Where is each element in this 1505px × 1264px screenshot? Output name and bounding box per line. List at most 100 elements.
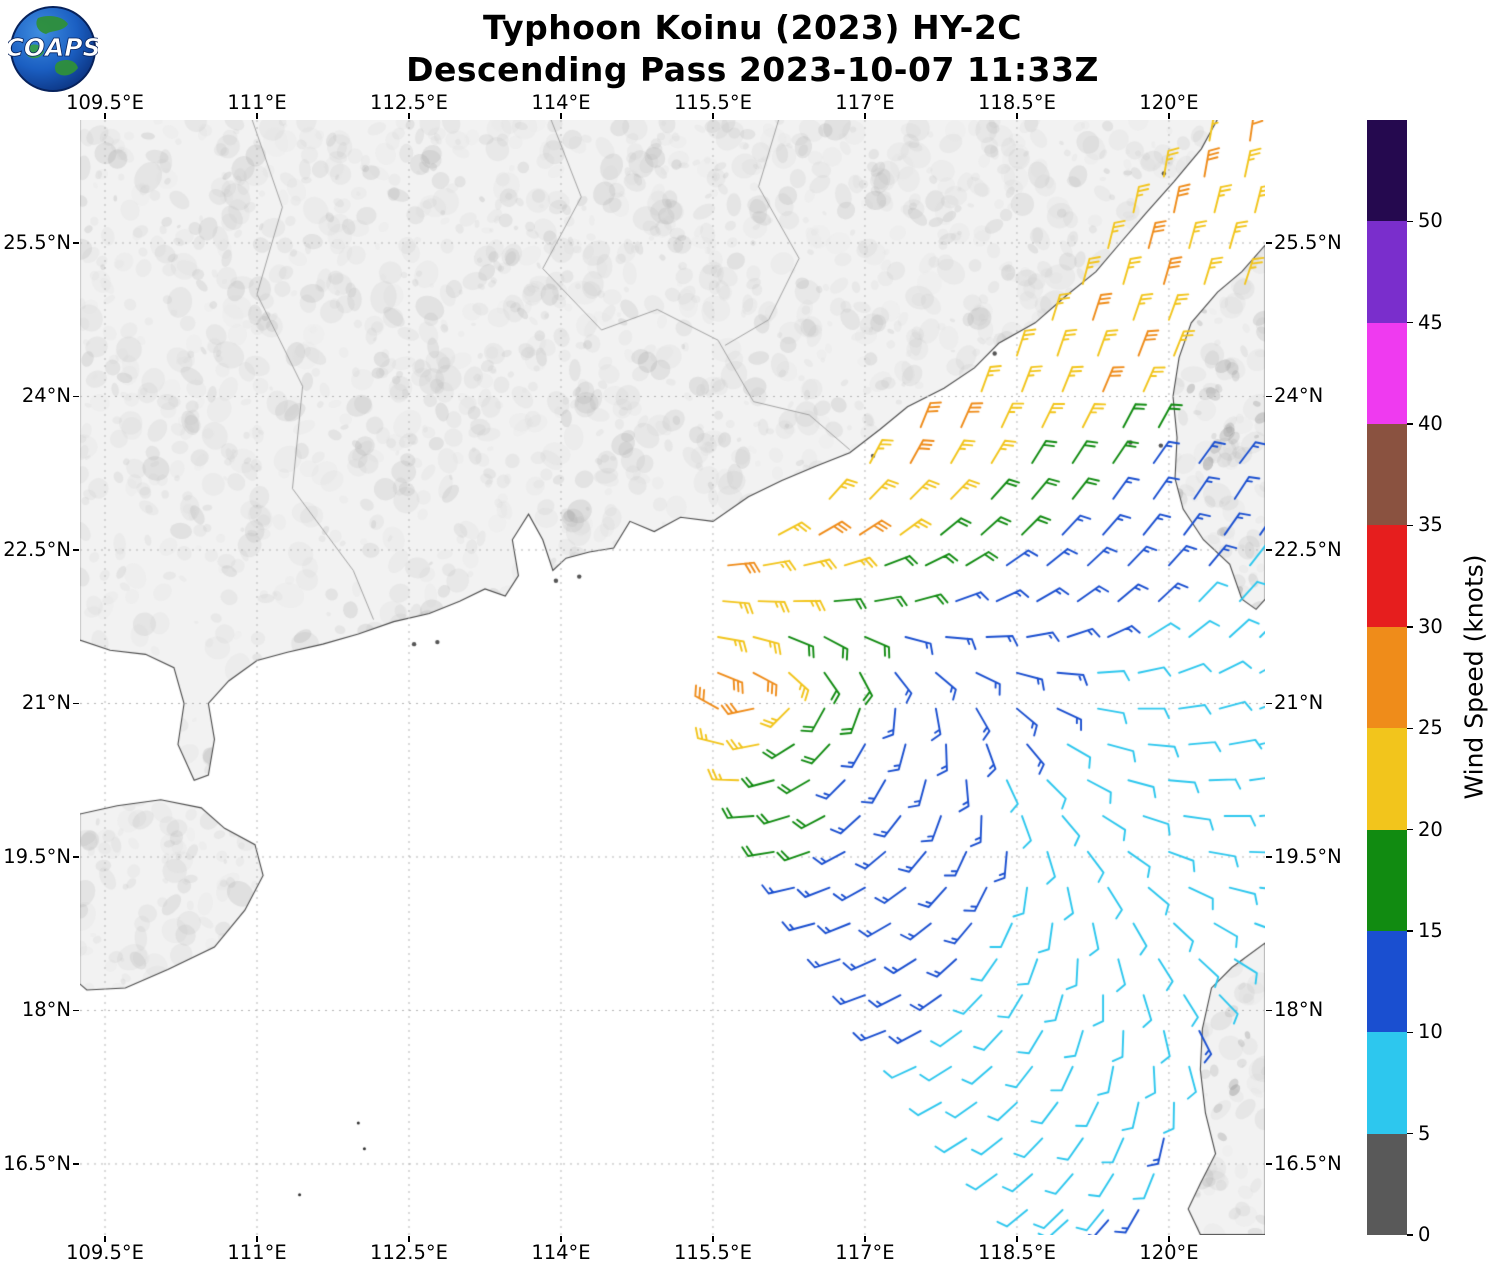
x-tick-label: 118.5°E xyxy=(978,91,1056,114)
colorbar-segment xyxy=(1367,525,1407,627)
y-tick-mark xyxy=(1266,856,1272,858)
colorbar-tick-mark xyxy=(1407,524,1413,527)
y-tick-label: 21°N xyxy=(1274,691,1324,715)
y-tick-label: 18°N xyxy=(1274,998,1324,1022)
colorbar xyxy=(1367,120,1407,1235)
colorbar-tick-label: 0 xyxy=(1418,1223,1431,1246)
x-tick-label: 114°E xyxy=(531,1241,591,1264)
y-tick-mark xyxy=(73,242,79,244)
x-tick-label: 118.5°E xyxy=(978,1241,1056,1264)
colorbar-tick-label: 40 xyxy=(1418,412,1443,436)
colorbar-tick-label: 5 xyxy=(1418,1121,1431,1145)
x-tick-mark xyxy=(864,1236,866,1242)
colorbar-tick-label: 45 xyxy=(1418,310,1443,334)
x-tick-label: 111°E xyxy=(227,91,287,114)
y-tick-label: 24°N xyxy=(1274,384,1324,408)
map-plot-area xyxy=(80,120,1265,1235)
y-tick-mark xyxy=(73,1163,79,1165)
y-tick-mark xyxy=(73,702,79,705)
y-tick-mark xyxy=(73,549,79,551)
y-tick-mark xyxy=(1266,242,1272,244)
colorbar-segment xyxy=(1367,728,1407,830)
page-subtitle: Descending Pass 2023-10-07 11:33Z xyxy=(406,50,1099,89)
y-tick-mark xyxy=(1266,1009,1272,1012)
colorbar-segment xyxy=(1367,626,1407,729)
y-tick-mark xyxy=(73,395,79,398)
y-tick-label: 16.5°N xyxy=(1274,1151,1342,1175)
colorbar-tick-label: 15 xyxy=(1418,918,1443,942)
x-tick-mark xyxy=(712,113,714,119)
x-tick-label: 120°E xyxy=(1139,1241,1199,1264)
colorbar-tick-mark xyxy=(1407,1133,1413,1135)
x-tick-label: 120°E xyxy=(1139,91,1199,114)
y-tick-mark xyxy=(1266,702,1272,705)
colorbar-tick-mark xyxy=(1407,423,1413,425)
x-tick-label: 109.5°E xyxy=(66,91,144,114)
colorbar-tick-label: 35 xyxy=(1418,513,1443,537)
colorbar-segment xyxy=(1367,1133,1407,1235)
colorbar-tick-mark xyxy=(1407,1031,1413,1033)
x-tick-mark xyxy=(256,1236,258,1242)
x-tick-mark xyxy=(560,1236,562,1242)
x-tick-mark xyxy=(408,1236,410,1242)
x-tick-mark xyxy=(1016,1236,1018,1242)
x-tick-mark xyxy=(1168,1236,1170,1242)
y-tick-label: 22.5°N xyxy=(1274,537,1342,561)
continent-shape xyxy=(26,44,44,59)
x-tick-mark xyxy=(104,113,106,119)
colorbar-tick-mark xyxy=(1407,727,1413,729)
y-tick-mark xyxy=(1266,395,1272,398)
y-tick-label: 22.5°N xyxy=(3,537,71,561)
x-tick-label: 117°E xyxy=(835,91,895,114)
colorbar-segment xyxy=(1367,424,1407,526)
x-tick-mark xyxy=(104,1236,106,1242)
colorbar-segment xyxy=(1367,120,1407,222)
x-tick-label: 112.5°E xyxy=(370,1241,448,1264)
x-tick-mark xyxy=(408,113,410,119)
colorbar-tick-label: 50 xyxy=(1418,209,1443,233)
y-tick-mark xyxy=(1266,549,1272,551)
colorbar-tick-mark xyxy=(1407,220,1413,223)
colorbar-tick-mark xyxy=(1407,322,1413,324)
continent-shape xyxy=(54,60,78,76)
colorbar-axis-label: Wind Speed (knots) xyxy=(1459,554,1489,800)
colorbar-segment xyxy=(1367,221,1407,323)
x-tick-mark xyxy=(256,113,258,119)
y-tick-label: 19.5°N xyxy=(3,844,71,868)
colorbar-tick-label: 10 xyxy=(1418,1020,1443,1044)
colorbar-tick-label: 20 xyxy=(1418,817,1443,841)
colorbar-tick-mark xyxy=(1407,1234,1413,1236)
colorbar-tick-label: 30 xyxy=(1418,614,1443,638)
colorbar-tick-mark xyxy=(1407,828,1413,831)
x-tick-label: 114°E xyxy=(531,91,591,114)
y-tick-label: 21°N xyxy=(21,691,71,715)
x-tick-label: 111°E xyxy=(227,1241,287,1264)
colorbar-tick-mark xyxy=(1407,626,1413,628)
y-tick-label: 24°N xyxy=(21,384,71,408)
x-tick-label: 115.5°E xyxy=(674,1241,752,1264)
x-tick-label: 115.5°E xyxy=(674,91,752,114)
wind-barb-map-canvas xyxy=(80,120,1265,1235)
y-tick-label: 19.5°N xyxy=(1274,844,1342,868)
colorbar-tick-mark xyxy=(1407,930,1413,932)
colorbar-segment xyxy=(1367,930,1407,1033)
page-title: Typhoon Koinu (2023) HY-2C xyxy=(482,8,1023,47)
y-tick-mark xyxy=(73,856,79,858)
x-tick-label: 109.5°E xyxy=(66,1241,144,1264)
x-tick-mark xyxy=(1168,113,1170,119)
x-tick-mark xyxy=(864,113,866,119)
colorbar-segment xyxy=(1367,829,1407,931)
y-tick-label: 16.5°N xyxy=(3,1151,71,1175)
colorbar-segment xyxy=(1367,322,1407,425)
x-tick-mark xyxy=(560,113,562,119)
colorbar-tick-label: 25 xyxy=(1418,716,1443,740)
y-tick-label: 18°N xyxy=(21,998,71,1022)
y-tick-label: 25.5°N xyxy=(1274,231,1342,254)
y-tick-mark xyxy=(1266,1163,1272,1165)
colorbar-segment xyxy=(1367,1032,1407,1134)
x-tick-label: 112.5°E xyxy=(370,91,448,114)
continent-shape xyxy=(36,16,68,34)
y-tick-mark xyxy=(73,1009,79,1012)
coaps-logo: COAPS xyxy=(8,6,98,92)
